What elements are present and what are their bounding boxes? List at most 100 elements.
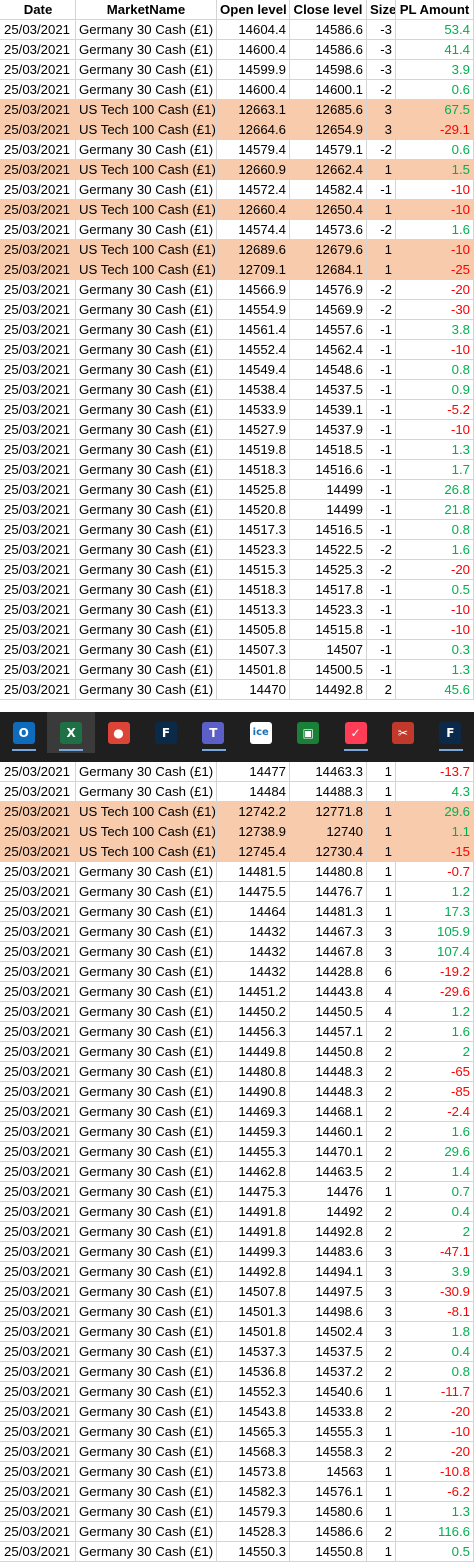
cell-market[interactable]: Germany 30 Cash (£1) — [76, 1322, 217, 1341]
cell-pl[interactable]: 1.8 — [396, 1322, 474, 1341]
cell-date[interactable]: 25/03/2021 — [0, 440, 76, 459]
cell-market[interactable]: Germany 30 Cash (£1) — [76, 1402, 217, 1421]
cell-open[interactable]: 12689.6 — [217, 240, 290, 259]
cell-size[interactable]: -1 — [367, 640, 396, 659]
cell-pl[interactable]: 0.6 — [396, 140, 474, 159]
cell-size[interactable]: 2 — [367, 1342, 396, 1361]
cell-size[interactable]: 1 — [367, 200, 396, 219]
cell-size[interactable]: -1 — [367, 460, 396, 479]
cell-pl[interactable]: -10 — [396, 200, 474, 219]
cell-open[interactable]: 14582.3 — [217, 1482, 290, 1501]
cell-close[interactable]: 14600.1 — [290, 80, 367, 99]
cell-size[interactable]: -2 — [367, 220, 396, 239]
cell-market[interactable]: Germany 30 Cash (£1) — [76, 782, 217, 801]
cell-size[interactable]: 2 — [367, 1162, 396, 1181]
cell-pl[interactable]: -10 — [396, 600, 474, 619]
header-pl[interactable]: PL Amount — [396, 0, 474, 19]
cell-market[interactable]: Germany 30 Cash (£1) — [76, 1282, 217, 1301]
cell-pl[interactable]: 1.3 — [396, 440, 474, 459]
snipping-tool-taskbar-button[interactable]: ✂ — [379, 712, 426, 753]
cell-date[interactable]: 25/03/2021 — [0, 400, 76, 419]
cell-close[interactable]: 14499 — [290, 480, 367, 499]
cell-open[interactable]: 14450.2 — [217, 1002, 290, 1021]
cell-date[interactable]: 25/03/2021 — [0, 982, 76, 1001]
cell-close[interactable]: 14569.9 — [290, 300, 367, 319]
cell-pl[interactable]: -10 — [396, 240, 474, 259]
cell-size[interactable]: 3 — [367, 1322, 396, 1341]
cell-size[interactable]: -2 — [367, 300, 396, 319]
cell-pl[interactable]: 0.5 — [396, 1542, 474, 1561]
cell-size[interactable]: 3 — [367, 100, 396, 119]
cell-pl[interactable]: -20 — [396, 560, 474, 579]
cell-open[interactable]: 14520.8 — [217, 500, 290, 519]
cell-size[interactable]: 1 — [367, 1182, 396, 1201]
cell-close[interactable]: 14492.8 — [290, 1222, 367, 1241]
cell-date[interactable]: 25/03/2021 — [0, 1102, 76, 1121]
cell-close[interactable]: 14450.8 — [290, 1042, 367, 1061]
cell-close[interactable]: 14500.5 — [290, 660, 367, 679]
cell-market[interactable]: US Tech 100 Cash (£1) — [76, 200, 217, 219]
cell-pl[interactable]: 0.4 — [396, 1202, 474, 1221]
cell-size[interactable]: 1 — [367, 782, 396, 801]
cell-close[interactable]: 14586.6 — [290, 20, 367, 39]
cell-date[interactable]: 25/03/2021 — [0, 580, 76, 599]
cell-date[interactable]: 25/03/2021 — [0, 160, 76, 179]
cell-market[interactable]: Germany 30 Cash (£1) — [76, 1022, 217, 1041]
cell-market[interactable]: Germany 30 Cash (£1) — [76, 280, 217, 299]
cell-date[interactable]: 25/03/2021 — [0, 842, 76, 861]
cell-open[interactable]: 14517.3 — [217, 520, 290, 539]
cell-close[interactable]: 14533.8 — [290, 1402, 367, 1421]
cell-date[interactable]: 25/03/2021 — [0, 320, 76, 339]
cell-pl[interactable]: -10 — [396, 620, 474, 639]
cell-pl[interactable]: 41.4 — [396, 40, 474, 59]
cell-open[interactable]: 14491.8 — [217, 1202, 290, 1221]
cell-open[interactable]: 14600.4 — [217, 40, 290, 59]
cell-pl[interactable]: 116.6 — [396, 1522, 474, 1541]
cell-pl[interactable]: -25 — [396, 260, 474, 279]
cell-size[interactable]: 1 — [367, 1462, 396, 1481]
cell-open[interactable]: 14477 — [217, 762, 290, 781]
cell-size[interactable]: 1 — [367, 802, 396, 821]
cell-pl[interactable]: -10 — [396, 340, 474, 359]
cell-close[interactable]: 14494.1 — [290, 1262, 367, 1281]
cell-close[interactable]: 14586.6 — [290, 1522, 367, 1541]
cell-date[interactable]: 25/03/2021 — [0, 640, 76, 659]
cell-pl[interactable]: 0.8 — [396, 360, 474, 379]
cell-market[interactable]: Germany 30 Cash (£1) — [76, 1522, 217, 1541]
cell-open[interactable]: 14501.8 — [217, 660, 290, 679]
cell-market[interactable]: Germany 30 Cash (£1) — [76, 1502, 217, 1521]
cell-market[interactable]: Germany 30 Cash (£1) — [76, 1202, 217, 1221]
cell-close[interactable]: 14558.3 — [290, 1442, 367, 1461]
cell-market[interactable]: Germany 30 Cash (£1) — [76, 340, 217, 359]
cell-date[interactable]: 25/03/2021 — [0, 1142, 76, 1161]
cell-size[interactable]: 1 — [367, 1382, 396, 1401]
cell-size[interactable]: 2 — [367, 1022, 396, 1041]
cell-market[interactable]: Germany 30 Cash (£1) — [76, 300, 217, 319]
cell-market[interactable]: Germany 30 Cash (£1) — [76, 1142, 217, 1161]
cell-open[interactable]: 14549.4 — [217, 360, 290, 379]
cell-pl[interactable]: 1.6 — [396, 1022, 474, 1041]
cell-close[interactable]: 14537.9 — [290, 420, 367, 439]
cell-pl[interactable]: -20 — [396, 1442, 474, 1461]
cell-close[interactable]: 14516.5 — [290, 520, 367, 539]
cell-pl[interactable]: -6.2 — [396, 1482, 474, 1501]
cell-date[interactable]: 25/03/2021 — [0, 220, 76, 239]
cell-market[interactable]: Germany 30 Cash (£1) — [76, 1082, 217, 1101]
cell-size[interactable]: 2 — [367, 1442, 396, 1461]
cell-open[interactable]: 14561.4 — [217, 320, 290, 339]
cell-market[interactable]: Germany 30 Cash (£1) — [76, 1542, 217, 1561]
cell-open[interactable]: 14481.5 — [217, 862, 290, 881]
cell-size[interactable]: -1 — [367, 180, 396, 199]
cell-close[interactable]: 14582.4 — [290, 180, 367, 199]
cell-pl[interactable]: -8.1 — [396, 1302, 474, 1321]
cell-close[interactable]: 14555.3 — [290, 1422, 367, 1441]
cell-pl[interactable]: 1.3 — [396, 660, 474, 679]
cell-market[interactable]: Germany 30 Cash (£1) — [76, 1122, 217, 1141]
cell-date[interactable]: 25/03/2021 — [0, 1222, 76, 1241]
cell-market[interactable]: Germany 30 Cash (£1) — [76, 1482, 217, 1501]
cell-close[interactable]: 14492.8 — [290, 680, 367, 699]
cell-close[interactable]: 14517.8 — [290, 580, 367, 599]
cell-date[interactable]: 25/03/2021 — [0, 660, 76, 679]
cell-size[interactable]: -1 — [367, 360, 396, 379]
cell-market[interactable]: Germany 30 Cash (£1) — [76, 1242, 217, 1261]
